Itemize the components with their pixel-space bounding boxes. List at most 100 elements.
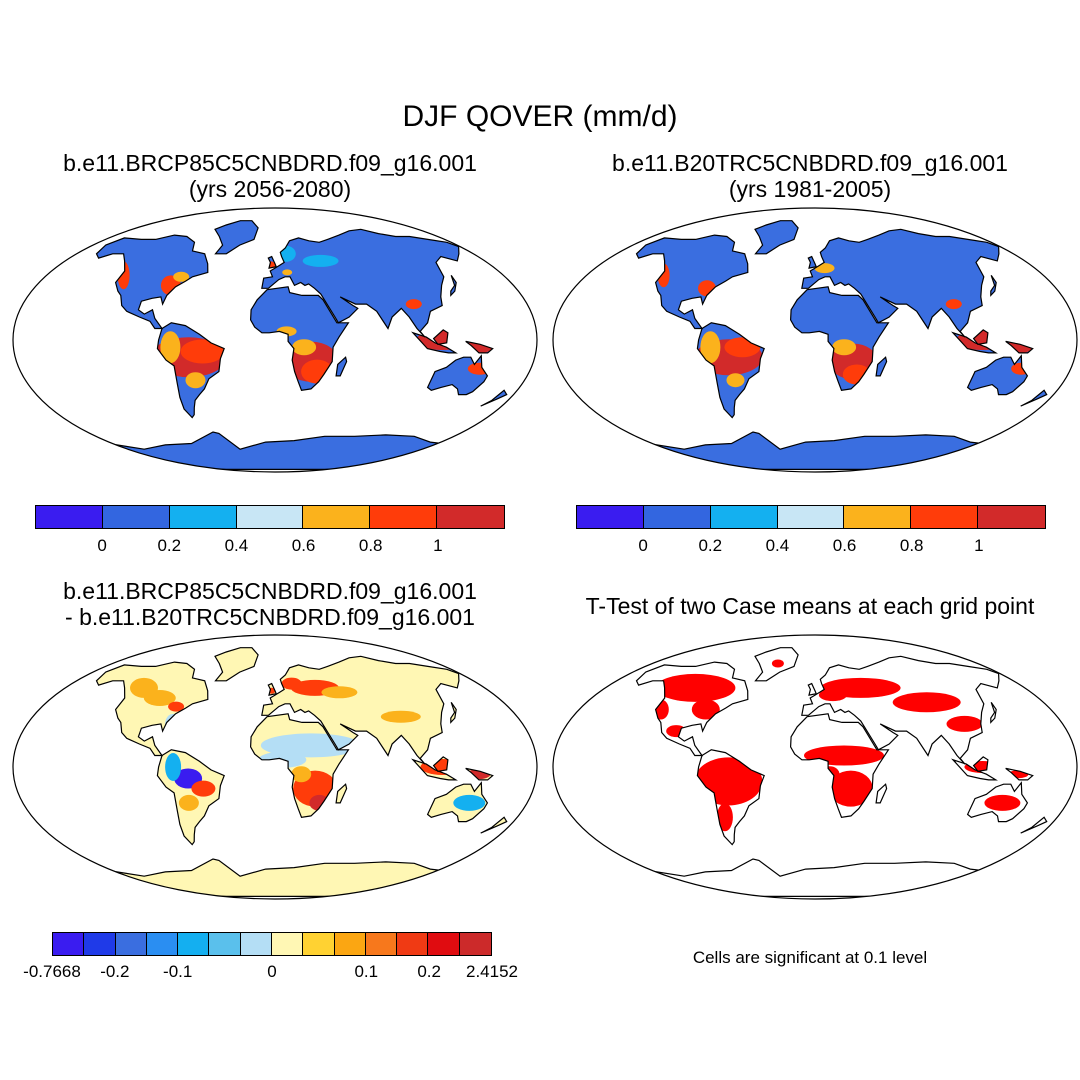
ttest-field-patch bbox=[771, 659, 784, 668]
future-coastline-indonesia2 bbox=[432, 329, 449, 345]
historical-land-eurasia bbox=[801, 229, 999, 338]
future-colorbar-ticks: 0 0.2 0.4 0.6 0.8 1 bbox=[35, 536, 505, 560]
difference-colorbar-cell bbox=[146, 933, 179, 955]
difference-colorbar-tick-label: 2.4152 bbox=[466, 962, 518, 981]
difference-field-patch bbox=[291, 766, 312, 783]
historical-colorbar-ticks: 0 0.2 0.4 0.6 0.8 1 bbox=[576, 536, 1046, 560]
future-field-patch bbox=[173, 271, 190, 282]
historical-coastline-southAmerica bbox=[696, 322, 765, 419]
historical-colorbar bbox=[576, 505, 1046, 529]
historical-land-antarctica bbox=[648, 432, 982, 470]
difference-coastline-indonesia2 bbox=[432, 756, 449, 772]
difference-panel-title-line2: - b.e11.B20TRC5CNBDRD.f09_g16.001 bbox=[65, 604, 475, 630]
future-coastline-greenland bbox=[214, 220, 259, 255]
future-colorbar-tick-label: 0.8 bbox=[358, 536, 383, 555]
difference-colorbar-cell bbox=[84, 933, 116, 955]
difference-colorbar-cell bbox=[397, 933, 429, 955]
difference-coastline-madagascar bbox=[335, 783, 348, 804]
future-colorbar-cell bbox=[169, 506, 237, 528]
difference-coastline-australia bbox=[426, 781, 489, 823]
ttest-field-patch bbox=[691, 699, 720, 720]
future-colorbar-cell bbox=[370, 506, 438, 528]
ttest-coastline-southAmerica bbox=[696, 749, 765, 846]
difference-colorbar-tick-label: -0.1 bbox=[163, 962, 193, 981]
future-colorbar-cell bbox=[102, 506, 170, 528]
future-colorbar-cell bbox=[303, 506, 371, 528]
historical-colorbar-cell bbox=[911, 506, 979, 528]
future-map bbox=[12, 207, 538, 473]
future-coastline-japan bbox=[450, 274, 457, 297]
ttest-coastline-uk bbox=[807, 682, 818, 696]
difference-colorbar-tick-label: 0.2 bbox=[417, 962, 441, 981]
historical-coastline-nz bbox=[1020, 389, 1048, 407]
historical-coastline-australia bbox=[966, 354, 1029, 396]
future-coastline-indonesia1 bbox=[411, 331, 458, 354]
difference-coastline-greenland bbox=[214, 647, 259, 682]
historical-map bbox=[552, 207, 1078, 473]
significance-note: Cells are significant at 0.1 level bbox=[692, 948, 928, 967]
future-coastline-africa bbox=[249, 286, 350, 391]
historical-field-patch bbox=[832, 339, 857, 356]
future-panel-title-line2: (yrs 2056-2080) bbox=[188, 176, 352, 202]
historical-coastline-indonesia2 bbox=[972, 329, 989, 345]
difference-panel-title: b.e11.BRCP85C5CNBDRD.f09_g16.001 - b.e11… bbox=[10, 578, 530, 630]
historical-coastline-northAmerica bbox=[635, 234, 749, 330]
difference-coastline-uk bbox=[267, 682, 278, 696]
difference-field-patch bbox=[260, 733, 361, 758]
future-land-antarctica bbox=[108, 432, 442, 470]
future-colorbar-cell bbox=[437, 506, 504, 528]
ttest-land-antarctica bbox=[648, 859, 982, 897]
difference-colorbar-cell bbox=[365, 933, 398, 955]
future-colorbar-tick-label: 0.6 bbox=[291, 536, 316, 555]
difference-colorbar-cell bbox=[303, 933, 335, 955]
future-land-madagascar bbox=[336, 357, 347, 376]
difference-field-patch bbox=[321, 686, 358, 699]
difference-coastline-newGuinea bbox=[465, 767, 494, 781]
historical-field-patch bbox=[700, 331, 721, 364]
historical-colorbar-tick-label: 0.6 bbox=[832, 536, 857, 555]
difference-colorbar-cell bbox=[240, 933, 272, 955]
future-field-patch bbox=[292, 339, 317, 356]
difference-coastline-africa bbox=[249, 713, 350, 818]
ttest-coastline-madagascar bbox=[875, 783, 888, 804]
difference-field-patch bbox=[165, 753, 182, 781]
ttest-map bbox=[552, 634, 1078, 900]
ttest-coastline-eurasia bbox=[801, 655, 1000, 765]
difference-land-greenland bbox=[215, 647, 259, 681]
difference-colorbar-cell bbox=[334, 933, 366, 955]
difference-field-patch bbox=[178, 794, 199, 811]
historical-land-australia bbox=[967, 355, 1028, 395]
ttest-panel-title: T-Test of two Case means at each grid po… bbox=[585, 593, 1035, 619]
future-map-border bbox=[12, 207, 538, 473]
future-panel-title: b.e11.BRCP85C5CNBDRD.f09_g16.001 (yrs 20… bbox=[10, 150, 530, 202]
difference-colorbar-cell bbox=[115, 933, 147, 955]
historical-colorbar-cell bbox=[710, 506, 778, 528]
ttest-coastline-japan bbox=[990, 701, 997, 724]
difference-coastline-southAmerica bbox=[156, 749, 225, 846]
historical-colorbar-tick-label: 1 bbox=[974, 536, 984, 555]
historical-panel-title-line1: b.e11.B20TRC5CNBDRD.f09_g16.001 bbox=[612, 150, 1008, 176]
future-colorbar bbox=[35, 505, 505, 529]
difference-coastline-nz bbox=[480, 816, 508, 834]
future-field-patch bbox=[160, 331, 181, 364]
ttest-coastline-newGuinea bbox=[1005, 767, 1034, 781]
difference-colorbar-cell bbox=[428, 933, 460, 955]
future-field-patch bbox=[180, 339, 225, 364]
difference-colorbar-cell bbox=[53, 933, 85, 955]
future-panel-title-line1: b.e11.BRCP85C5CNBDRD.f09_g16.001 bbox=[63, 150, 477, 176]
future-colorbar-cell bbox=[236, 506, 304, 528]
difference-colorbar-cell bbox=[178, 933, 210, 955]
difference-panel-title-line1: b.e11.BRCP85C5CNBDRD.f09_g16.001 bbox=[63, 578, 477, 604]
ttest-field-patch bbox=[984, 794, 1021, 811]
ttest-coastline-nz bbox=[1020, 816, 1048, 834]
difference-colorbar-cell bbox=[271, 933, 304, 955]
difference-colorbar-tick-label: -0.2 bbox=[100, 962, 130, 981]
historical-field-patch bbox=[726, 373, 745, 388]
ttest-field-patch bbox=[716, 803, 733, 832]
future-coastline-northAmerica bbox=[95, 234, 209, 330]
ttest-map-border bbox=[552, 634, 1078, 900]
ttest-coastline-greenland bbox=[754, 647, 799, 682]
difference-field-patch bbox=[130, 677, 158, 698]
historical-land-madagascar bbox=[876, 357, 887, 376]
future-field-patch bbox=[302, 254, 339, 267]
